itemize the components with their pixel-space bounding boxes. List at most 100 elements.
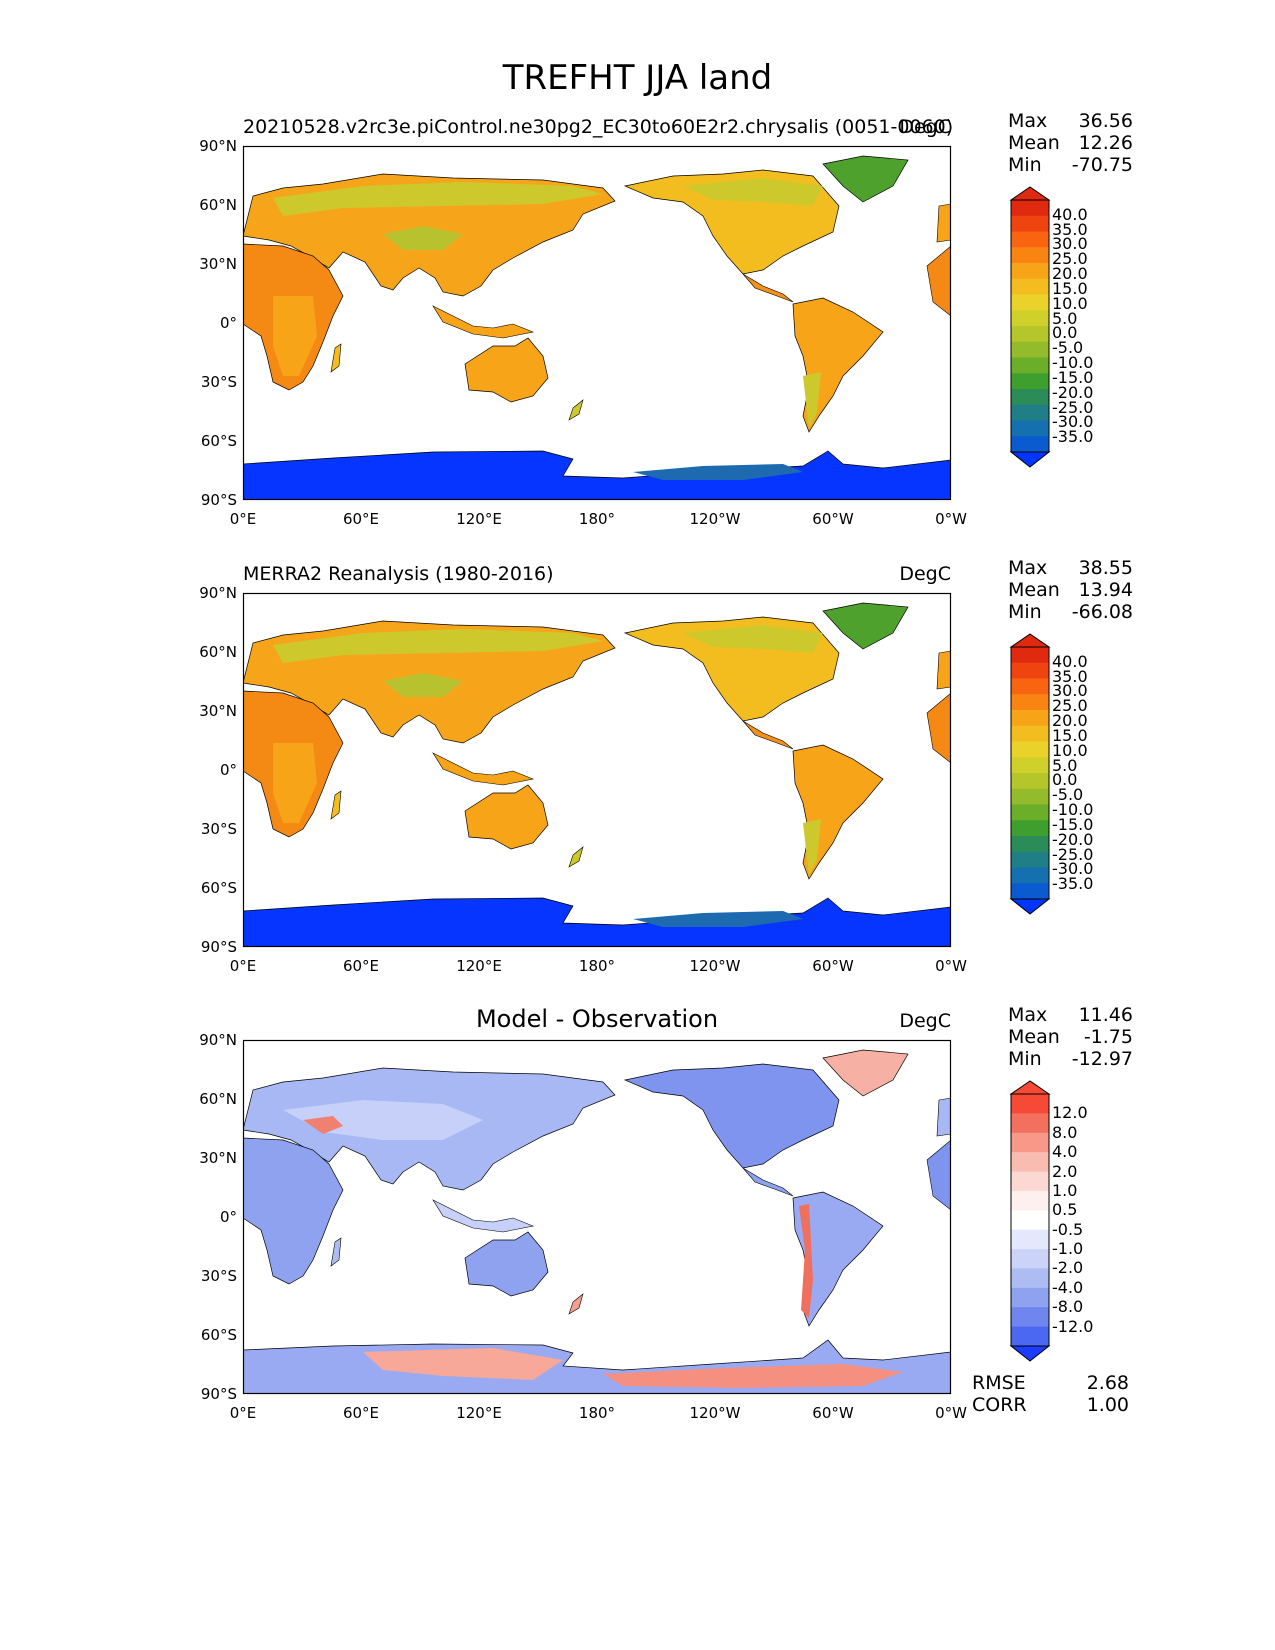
colorbar-tick-label: 20.0 <box>1052 711 1088 731</box>
colorbar-band <box>1011 326 1049 343</box>
x-tick-label: 120°E <box>456 510 502 528</box>
colorbar-tick-label: -10.0 <box>1052 800 1094 820</box>
y-tick-label: 60°S <box>200 432 237 450</box>
stats-row: Max 36.56 <box>1008 110 1133 132</box>
stat-value: -70.75 <box>1071 154 1133 176</box>
stats-row: Mean 12.26 <box>1008 132 1133 154</box>
colorbar-tick-label: 0.0 <box>1052 770 1078 790</box>
colorbar-tick-label: 0.0 <box>1052 323 1078 343</box>
stat-label: Min <box>1008 154 1042 176</box>
colorbar-band <box>1011 1113 1049 1134</box>
y-tick-label: 60°N <box>199 196 237 214</box>
stat-label: Mean <box>1008 579 1060 601</box>
stats-row: Max 38.55 <box>1008 557 1133 579</box>
colorbar-band <box>1011 836 1049 853</box>
colorbar-tick-label: -10.0 <box>1052 353 1094 373</box>
x-tick-label: 60°W <box>812 510 854 528</box>
colorbar-band <box>1011 804 1049 821</box>
panel-units: DegC <box>899 1010 951 1032</box>
stats-block: Max 11.46 Mean -1.75 Min -12.97 <box>1008 1004 1133 1070</box>
x-tick-label: 120°W <box>689 510 741 528</box>
colorbar-band <box>1011 357 1049 374</box>
y-tick-label: 60°N <box>199 1090 237 1108</box>
stat-value: -66.08 <box>1071 601 1133 623</box>
colorbar-band <box>1011 820 1049 837</box>
colorbar-tick-label: -20.0 <box>1052 382 1094 402</box>
land-surface <box>243 1049 951 1394</box>
colorbar-band <box>1011 263 1049 280</box>
colorbar-band <box>1011 420 1049 437</box>
stat-value: 36.56 <box>1078 110 1133 132</box>
stats-row: RMSE 2.68 <box>972 1372 1129 1394</box>
y-tick-label: 90°N <box>199 584 237 602</box>
colorbar-band <box>1011 215 1049 232</box>
x-tick-label: 0°E <box>229 1404 257 1422</box>
colorbar-band <box>1011 1152 1049 1173</box>
colorbar-band <box>1011 247 1049 264</box>
y-tick-label: 90°N <box>199 1031 237 1049</box>
colorbar-band <box>1011 1171 1049 1192</box>
x-tick-label: 120°E <box>456 957 502 975</box>
x-tick-label: 0°W <box>935 510 967 528</box>
colorbar-tick-label: 5.0 <box>1052 308 1078 328</box>
stat-label: CORR <box>972 1394 1027 1416</box>
colorbar-tick-label: -15.0 <box>1052 814 1094 834</box>
colorbar-tick-label: -20.0 <box>1052 829 1094 849</box>
colorbar-band <box>1011 373 1049 390</box>
stat-label: Max <box>1008 557 1048 579</box>
colorbar-tick-label: 10.0 <box>1052 293 1088 313</box>
stat-label: Mean <box>1008 132 1060 154</box>
colorbar-tick-label: -5.0 <box>1052 785 1084 805</box>
y-tick-label: 0° <box>219 761 237 779</box>
y-tick-label: 30°N <box>199 702 237 720</box>
y-tick-label: 0° <box>219 314 237 332</box>
stats-row: Mean -1.75 <box>1008 1026 1133 1048</box>
y-tick-label: 90°S <box>200 491 237 509</box>
colorbar-tick-label: -35.0 <box>1052 874 1094 894</box>
colorbar-tick-label: 1.0 <box>1052 1180 1078 1200</box>
colorbar-extend-min <box>1009 898 1051 915</box>
colorbar-tick-label: -30.0 <box>1052 412 1094 432</box>
colorbar-tick-label: 40.0 <box>1052 651 1088 671</box>
colorbar-band <box>1011 662 1049 679</box>
colorbar-tick-label: 30.0 <box>1052 234 1088 254</box>
colorbar-band <box>1011 1190 1049 1211</box>
colorbar-band <box>1011 678 1049 695</box>
rmse-corr-block: RMSE 2.68 CORR 1.00 <box>972 1372 1129 1416</box>
stats-row: Max 11.46 <box>1008 1004 1133 1026</box>
figure-title: TREFHT JJA land <box>502 58 773 98</box>
colorbar-band <box>1011 1287 1049 1308</box>
map-frame <box>242 592 952 948</box>
colorbar-band <box>1011 1268 1049 1289</box>
colorbar-tick-label: 0.5 <box>1052 1200 1078 1220</box>
colorbar-tick-label: 20.0 <box>1052 264 1088 284</box>
x-tick-label: 180° <box>578 510 616 528</box>
y-tick-label: 60°S <box>200 879 237 897</box>
y-tick-label: 0° <box>219 1208 237 1226</box>
colorbar <box>1009 1080 1051 1362</box>
y-tick-label: 30°N <box>199 1149 237 1167</box>
x-tick-label: 180° <box>578 1404 616 1422</box>
colorbar-band <box>1011 404 1049 421</box>
y-tick-label: 30°S <box>200 1267 237 1285</box>
colorbar-tick-label: -25.0 <box>1052 844 1094 864</box>
stats-row: CORR 1.00 <box>972 1394 1129 1416</box>
colorbar-tick-label: 40.0 <box>1052 204 1088 224</box>
x-tick-label: 60°E <box>342 1404 380 1422</box>
x-tick-label: 0°W <box>935 957 967 975</box>
y-tick-label: 30°S <box>200 373 237 391</box>
colorbar-tick-label: 4.0 <box>1052 1142 1078 1162</box>
stat-value: 12.26 <box>1078 132 1133 154</box>
colorbar-extend-min <box>1009 1345 1051 1362</box>
colorbar-band <box>1011 883 1049 900</box>
stat-label: Min <box>1008 1048 1042 1070</box>
colorbar-band <box>1011 788 1049 805</box>
stat-label: Min <box>1008 601 1042 623</box>
stat-value: 11.46 <box>1078 1004 1133 1026</box>
colorbar-outline <box>1010 1093 1050 1347</box>
colorbar-band <box>1011 294 1049 311</box>
y-tick-label: 30°S <box>200 820 237 838</box>
stat-label: Mean <box>1008 1026 1060 1048</box>
stats-row: Mean 13.94 <box>1008 579 1133 601</box>
colorbar-tick-label: 25.0 <box>1052 696 1088 716</box>
